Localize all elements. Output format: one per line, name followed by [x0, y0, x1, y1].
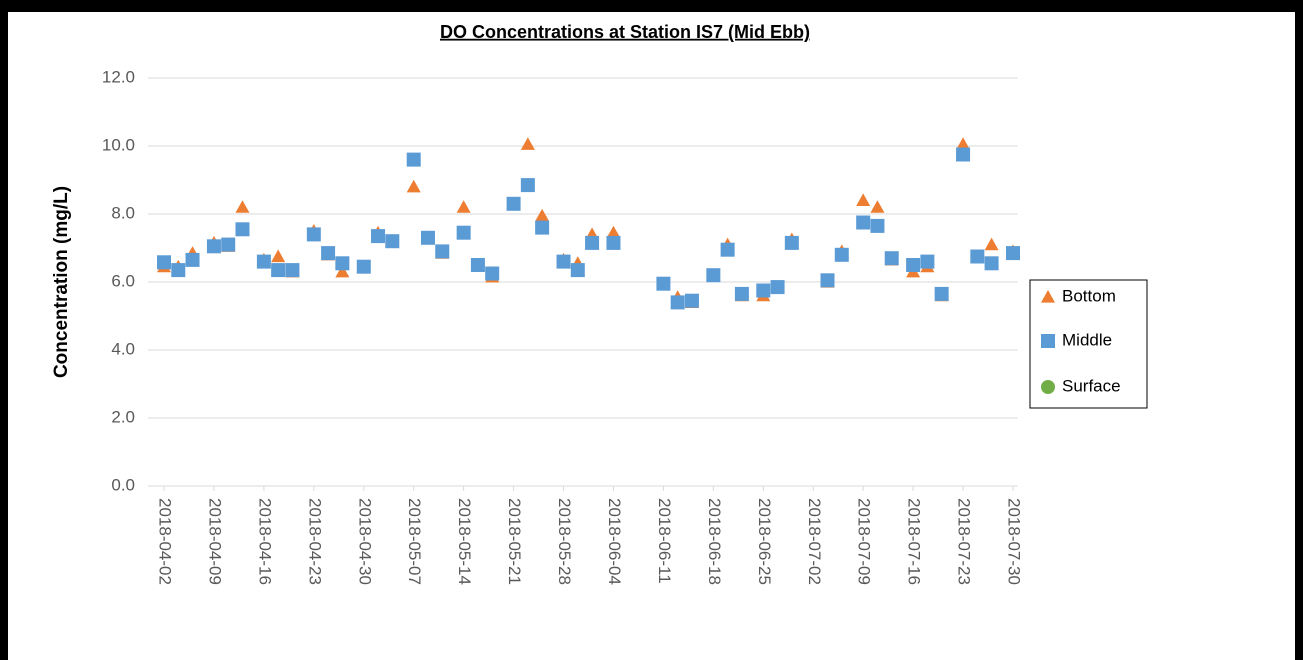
data-point — [271, 249, 286, 263]
data-point — [456, 225, 471, 240]
data-point — [1006, 246, 1020, 261]
data-point — [870, 200, 885, 213]
data-point — [734, 286, 749, 301]
x-tick-label: 2018-06-25 — [755, 498, 774, 585]
x-tick-label: 2018-04-30 — [355, 498, 374, 585]
frame-left — [0, 0, 8, 660]
x-tick-label: 2018-05-28 — [555, 498, 574, 585]
y-tick-label: 4.0 — [111, 339, 135, 358]
data-point — [321, 246, 336, 261]
data-point — [920, 254, 935, 269]
data-point — [185, 252, 200, 267]
y-axis-title: Concentration (mg/L) — [51, 186, 72, 378]
data-point — [335, 256, 350, 271]
data-point — [470, 258, 485, 272]
y-tick-label: 0.0 — [111, 475, 135, 494]
x-tick-label: 2018-04-16 — [255, 498, 274, 585]
data-point — [956, 137, 971, 150]
data-point — [535, 208, 550, 222]
data-point — [934, 286, 949, 301]
data-point — [984, 237, 999, 251]
data-point — [720, 242, 735, 257]
data-point — [706, 268, 721, 283]
data-point — [784, 235, 799, 250]
x-tick-label: 2018-05-21 — [505, 498, 524, 585]
x-tick-label: 2018-07-23 — [955, 498, 974, 585]
data-point — [371, 229, 386, 244]
data-point — [585, 235, 600, 250]
data-point — [256, 254, 271, 269]
data-point — [906, 258, 921, 272]
data-point — [235, 200, 250, 213]
data-point — [221, 237, 236, 252]
data-point — [870, 218, 885, 233]
frame-right — [1295, 0, 1303, 660]
x-tick-label: 2018-04-02 — [156, 498, 175, 585]
data-point — [535, 220, 550, 235]
data-point — [684, 293, 699, 308]
frame-top — [0, 0, 1303, 12]
data-point — [285, 263, 300, 278]
data-point — [520, 137, 535, 150]
legend-marker — [1041, 334, 1055, 348]
data-point — [984, 256, 999, 271]
data-point — [856, 215, 871, 230]
data-point — [206, 239, 221, 254]
y-tick-label: 12.0 — [102, 67, 135, 86]
data-point — [820, 273, 835, 288]
data-point — [856, 193, 871, 206]
x-tick-label: 2018-05-14 — [455, 498, 474, 585]
data-point — [770, 280, 785, 295]
y-tick-label: 10.0 — [102, 135, 135, 154]
data-point — [456, 200, 471, 213]
y-tick-label: 6.0 — [111, 271, 135, 290]
data-point — [756, 283, 771, 298]
data-point — [570, 263, 585, 278]
data-point — [656, 276, 671, 291]
y-tick-label: 8.0 — [111, 203, 135, 222]
data-point — [385, 234, 400, 249]
data-point — [670, 295, 685, 310]
data-point — [606, 235, 621, 250]
data-point — [157, 255, 171, 270]
x-tick-label: 2018-06-11 — [655, 498, 674, 584]
legend-marker — [1041, 290, 1055, 303]
x-tick-label: 2018-07-16 — [905, 498, 924, 585]
legend-label: Surface — [1062, 376, 1121, 395]
data-point — [235, 222, 250, 237]
chart-title: DO Concentrations at Station IS7 (Mid Eb… — [440, 22, 810, 42]
data-point — [970, 249, 985, 264]
legend-marker — [1041, 380, 1055, 394]
x-tick-label: 2018-05-07 — [405, 498, 424, 585]
data-point — [271, 263, 286, 278]
x-tick-label: 2018-06-04 — [605, 498, 624, 585]
x-tick-label: 2018-07-02 — [805, 498, 824, 585]
data-point — [406, 179, 421, 193]
data-point — [956, 147, 971, 162]
data-point — [485, 266, 500, 281]
data-point — [406, 152, 421, 167]
data-point — [834, 247, 849, 262]
data-point — [356, 259, 371, 274]
x-tick-label: 2018-07-09 — [855, 498, 874, 585]
y-tick-label: 2.0 — [111, 407, 135, 426]
data-point — [171, 263, 186, 278]
data-point — [606, 225, 621, 239]
x-tick-label: 2018-04-09 — [205, 498, 224, 585]
x-tick-label: 2018-07-30 — [1005, 498, 1024, 585]
data-point — [306, 227, 321, 242]
data-point — [420, 230, 435, 245]
data-point — [520, 178, 535, 193]
x-tick-label: 2018-04-23 — [305, 498, 324, 585]
data-point — [506, 196, 521, 211]
data-point — [556, 254, 571, 269]
legend-label: Bottom — [1062, 286, 1116, 305]
data-point — [884, 251, 899, 266]
legend-label: Middle — [1062, 330, 1112, 349]
x-tick-label: 2018-06-18 — [705, 498, 724, 585]
data-point — [335, 264, 350, 278]
data-point — [435, 244, 450, 259]
